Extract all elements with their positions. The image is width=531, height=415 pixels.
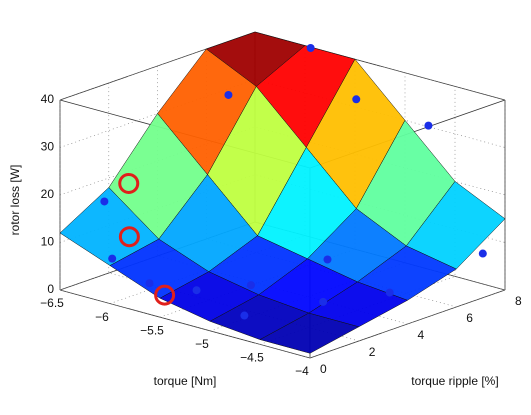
data-point: [240, 311, 249, 320]
z-tick-label: 40: [41, 92, 55, 106]
z-tick-label: 10: [41, 235, 55, 249]
data-point: [352, 95, 361, 104]
x-tick-label: −4.5: [240, 351, 264, 365]
data-point: [385, 288, 394, 297]
data-point: [424, 121, 433, 130]
data-point: [246, 281, 255, 290]
grid-line: [59, 79, 506, 148]
y-tick-label: 4: [418, 328, 425, 342]
y-tick-label: 6: [466, 311, 473, 325]
x-tick-label: −6.5: [40, 296, 64, 310]
data-point: [306, 44, 315, 53]
z-tick-label: 20: [41, 187, 55, 201]
y-tick-label: 2: [369, 345, 376, 359]
box-edge: [59, 289, 311, 359]
data-point: [319, 297, 328, 306]
data-point: [145, 279, 154, 288]
data-point: [100, 197, 109, 206]
z-tick-label: 30: [41, 140, 55, 154]
data-point: [323, 255, 332, 264]
y-axis-label: torque ripple [%]: [411, 374, 498, 388]
grid-line: [59, 31, 506, 101]
z-tick-label: 0: [47, 282, 54, 296]
z-axis-label: rotor loss [W]: [8, 165, 22, 236]
x-axis-label: torque [Nm]: [154, 374, 217, 388]
highlight-marker: [118, 172, 140, 194]
y-tick-label: 0: [320, 362, 327, 376]
surface-patch: [259, 312, 360, 354]
data-point: [224, 90, 233, 99]
grid-line: [309, 100, 506, 359]
x-tick-label: −5.5: [140, 323, 164, 337]
highlight-marker: [118, 226, 140, 248]
data-point: [478, 249, 487, 258]
x-tick-label: −5: [195, 337, 209, 351]
data-point: [108, 254, 117, 263]
x-tick-label: −6: [95, 310, 109, 324]
x-tick-label: −4: [295, 364, 309, 378]
data-point: [192, 286, 201, 295]
highlight-marker: [154, 284, 176, 306]
y-tick-label: 8: [515, 294, 522, 308]
